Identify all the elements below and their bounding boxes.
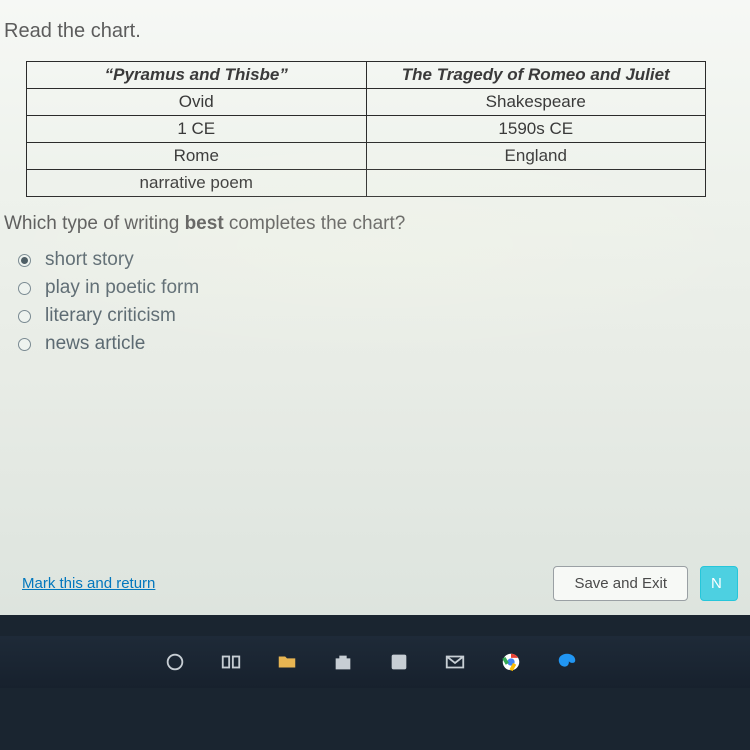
option-label: short story	[45, 249, 134, 271]
chrome-icon[interactable]	[496, 647, 526, 677]
option-short-story[interactable]: short story	[18, 249, 730, 271]
question-post: completes the chart?	[224, 213, 406, 234]
option-label: news article	[45, 333, 145, 355]
radio-icon[interactable]	[18, 310, 31, 323]
table-row: narrative poem	[27, 170, 706, 197]
app-icon[interactable]	[384, 647, 414, 677]
comparison-table: “Pyramus and Thisbe” The Tragedy of Rome…	[26, 61, 706, 197]
quiz-panel: Read the chart. “Pyramus and Thisbe” The…	[0, 0, 750, 615]
table-row: Ovid Shakespeare	[27, 89, 706, 116]
question-pre: Which type of writing	[4, 213, 185, 234]
table-cell	[366, 170, 706, 197]
instruction-text: Read the chart.	[4, 20, 730, 43]
option-label: play in poetic form	[45, 277, 199, 299]
option-play-in-poetic-form[interactable]: play in poetic form	[18, 277, 730, 299]
table-header-left: “Pyramus and Thisbe”	[27, 62, 367, 89]
option-label: literary criticism	[45, 305, 176, 327]
table-cell: 1590s CE	[366, 116, 706, 143]
table-cell: Ovid	[27, 89, 367, 116]
radio-icon[interactable]	[18, 254, 31, 267]
windows-taskbar[interactable]	[0, 636, 750, 688]
option-news-article[interactable]: news article	[18, 333, 730, 355]
mail-icon[interactable]	[440, 647, 470, 677]
monitor-frame: Read the chart. “Pyramus and Thisbe” The…	[0, 0, 750, 750]
mark-and-return-link[interactable]: Mark this and return	[22, 575, 155, 592]
table-header-right: The Tragedy of Romeo and Juliet	[366, 62, 706, 89]
radio-icon[interactable]	[18, 282, 31, 295]
file-explorer-icon[interactable]	[272, 647, 302, 677]
table-cell: Rome	[27, 143, 367, 170]
footer-row: Mark this and return Save and Exit N	[0, 566, 750, 601]
cortana-icon[interactable]	[160, 647, 190, 677]
table-cell: England	[366, 143, 706, 170]
save-and-exit-button[interactable]: Save and Exit	[553, 566, 688, 601]
table-row: Rome England	[27, 143, 706, 170]
table-row: “Pyramus and Thisbe” The Tragedy of Rome…	[27, 62, 706, 89]
next-button[interactable]: N	[700, 566, 738, 601]
table-cell: 1 CE	[27, 116, 367, 143]
store-icon[interactable]	[328, 647, 358, 677]
table-cell: Shakespeare	[366, 89, 706, 116]
edge-icon[interactable]	[552, 647, 582, 677]
radio-icon[interactable]	[18, 338, 31, 351]
options-group: short story play in poetic form literary…	[18, 249, 730, 355]
table-row: 1 CE 1590s CE	[27, 116, 706, 143]
task-view-icon[interactable]	[216, 647, 246, 677]
question-text: Which type of writing best completes the…	[4, 213, 730, 235]
question-bold: best	[185, 213, 224, 234]
option-literary-criticism[interactable]: literary criticism	[18, 305, 730, 327]
table-cell: narrative poem	[27, 170, 367, 197]
